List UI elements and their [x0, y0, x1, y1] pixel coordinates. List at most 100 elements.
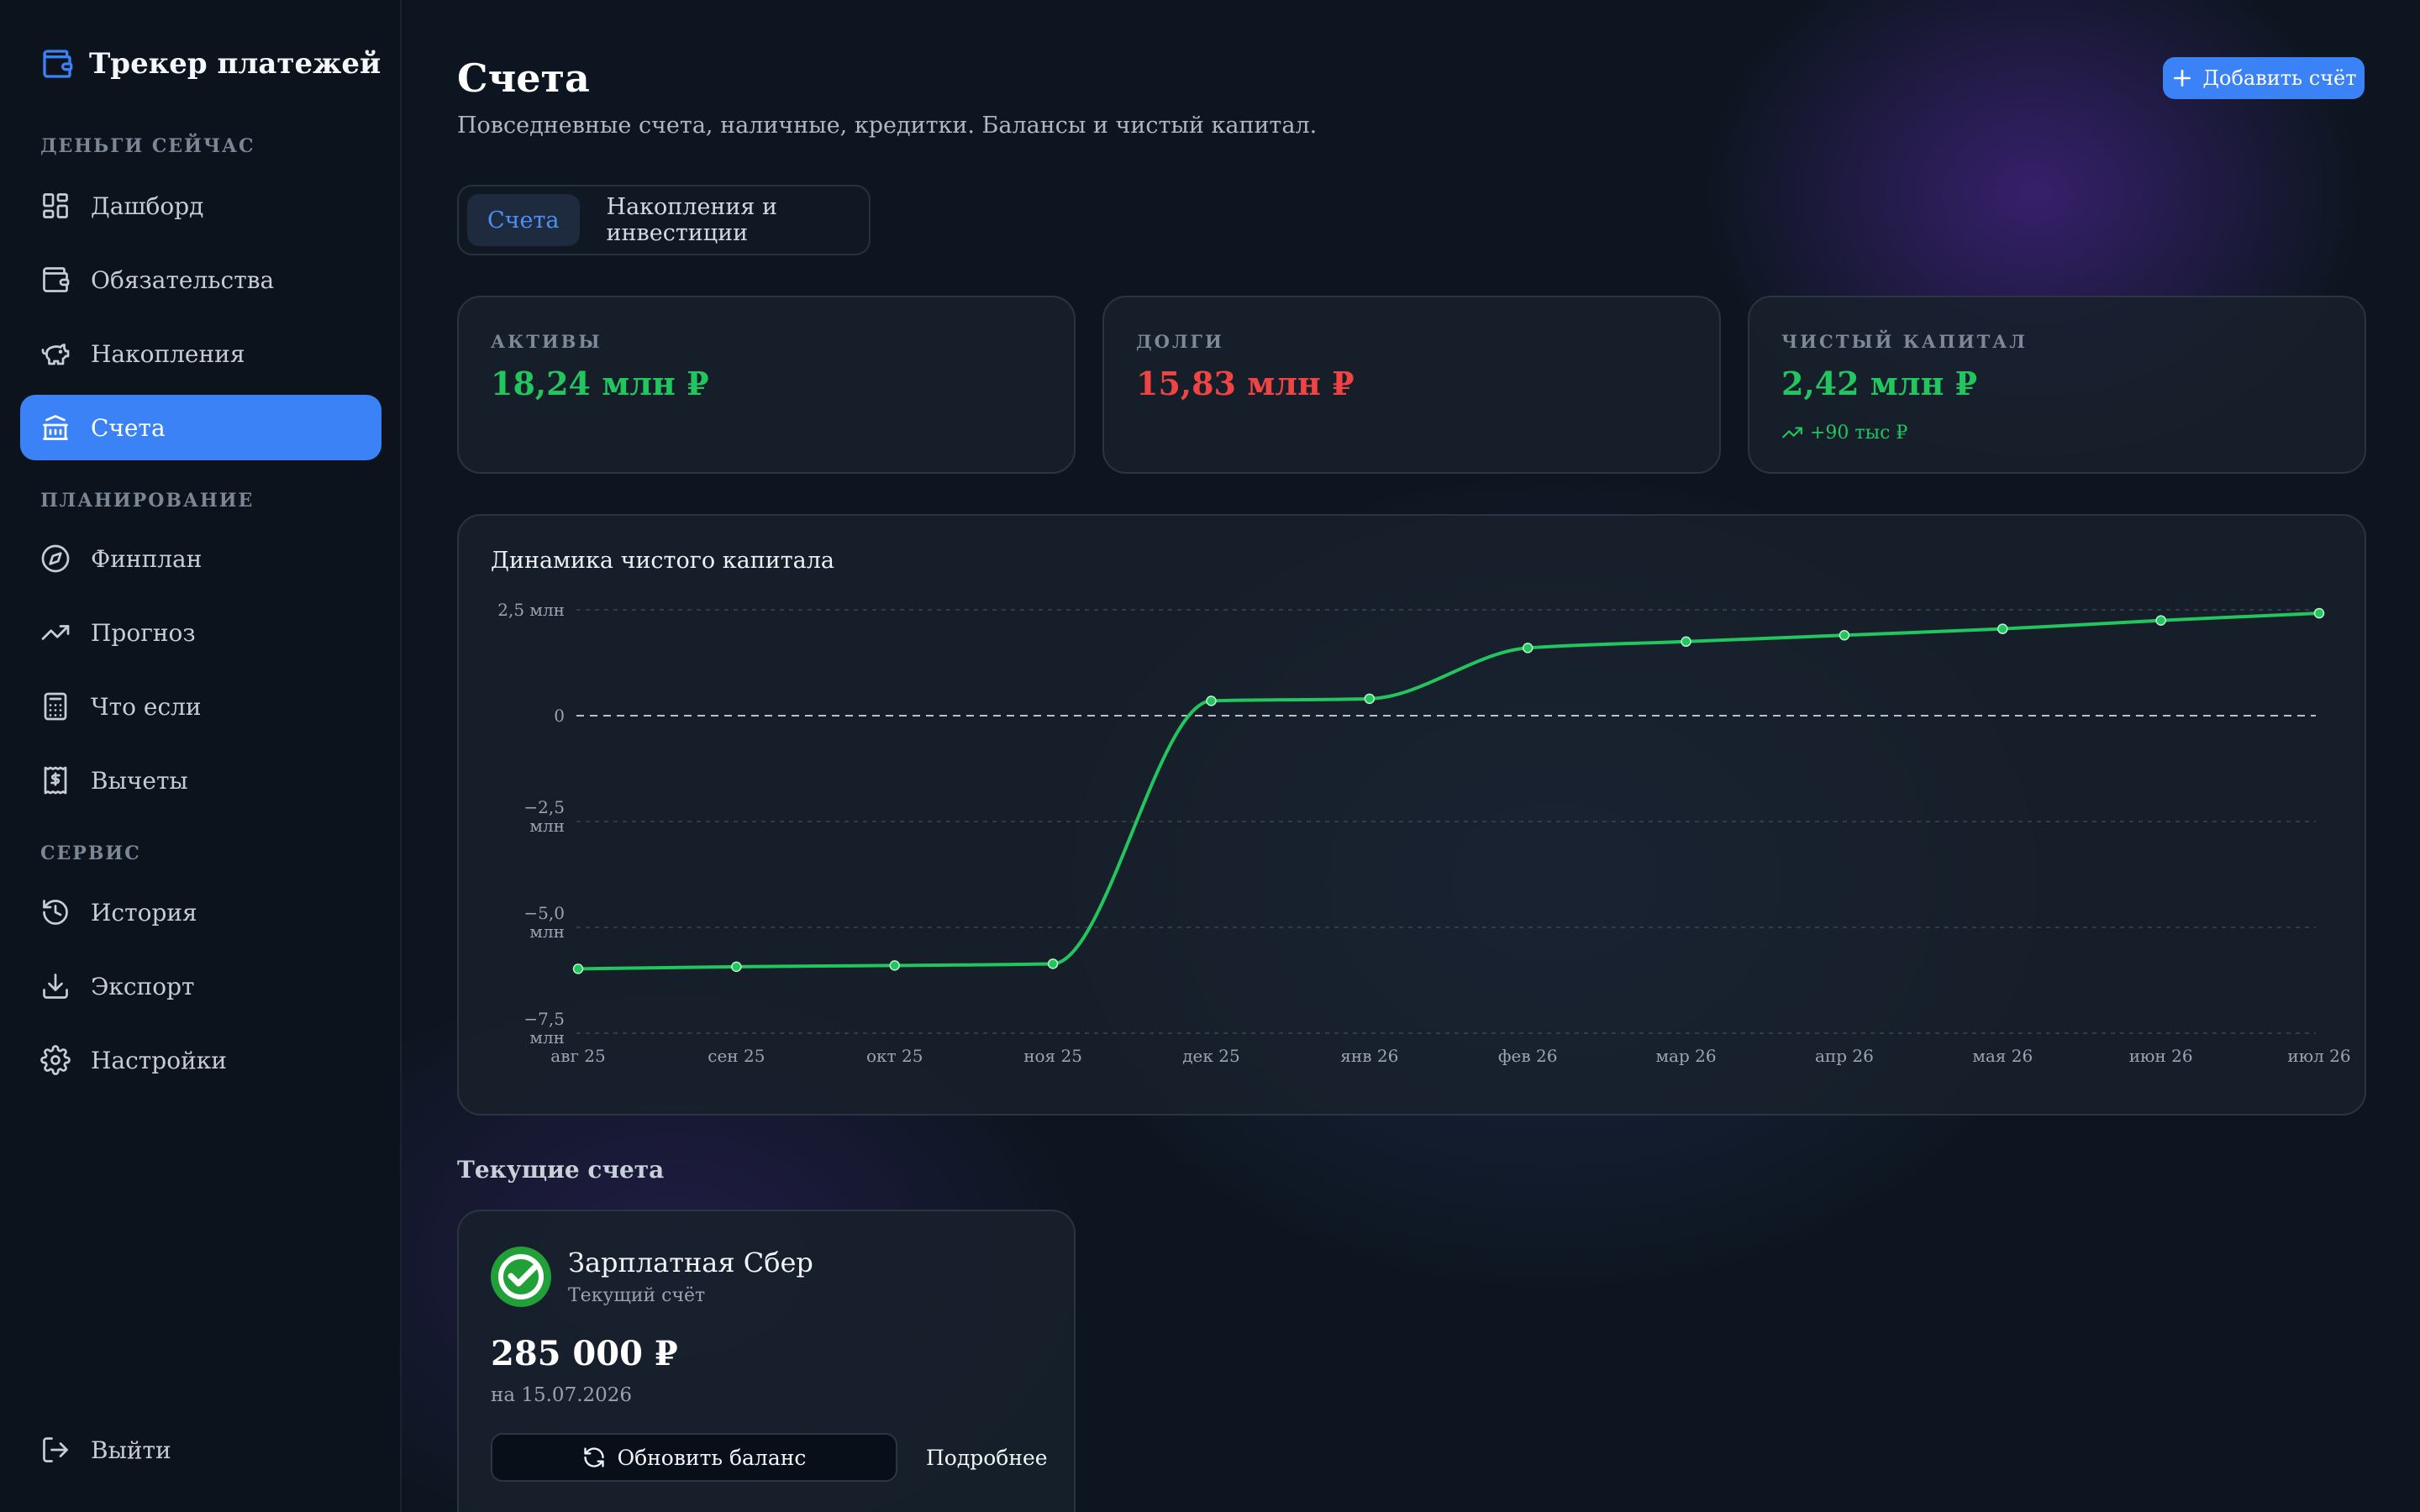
- series-line: [576, 612, 2321, 971]
- sidebar-item-savings[interactable]: Накопления: [20, 321, 381, 386]
- add-account-button[interactable]: Добавить счёт: [2163, 57, 2365, 99]
- plus-icon: [2173, 70, 2191, 87]
- y-tick-label: 2,5 млн: [497, 600, 565, 620]
- add-account-label: Добавить счёт: [2202, 66, 2357, 90]
- stat-label: ДОЛГИ: [1136, 331, 1224, 352]
- sidebar: Трекер платежей ДЕНЬГИ СЕЙЧАС Дашборд Об…: [0, 0, 402, 1512]
- wallet-icon: [43, 267, 70, 292]
- data-point[interactable]: [731, 961, 742, 973]
- y-tick-label: −7,5 млн: [523, 1009, 565, 1047]
- logout-button[interactable]: Выйти: [20, 1417, 381, 1483]
- refresh-icon: [583, 1447, 604, 1467]
- piggy-bank-icon: [41, 344, 70, 365]
- x-tick-label: июл 26: [2287, 1046, 2350, 1066]
- data-point[interactable]: [572, 963, 584, 974]
- x-tick-label: окт 25: [866, 1046, 923, 1066]
- page-subtitle: Повседневные счета, наличные, кредитки. …: [457, 113, 1318, 139]
- data-point[interactable]: [2313, 607, 2325, 619]
- sidebar-item-label: Экспорт: [91, 972, 195, 1000]
- sidebar-item-what-if[interactable]: Что если: [20, 674, 381, 739]
- update-balance-button[interactable]: Обновить баланс: [491, 1433, 897, 1482]
- sidebar-item-label: Накопления: [91, 339, 245, 368]
- x-tick-label: сен 25: [708, 1046, 765, 1066]
- section-label-service: СЕРВИС: [40, 843, 141, 864]
- net-worth-chart-card: 2,5 млн 0 −2,5 млн −5,0 млн −7,5 млн авг 25 сен 2…: [457, 514, 2366, 1116]
- sidebar-item-label: Что если: [91, 692, 202, 721]
- sidebar-item-accounts[interactable]: Счета: [20, 395, 381, 460]
- compass-icon: [41, 544, 70, 573]
- section-label-planning: ПЛАНИРОВАНИЕ: [40, 490, 255, 512]
- dashboard-icon: [43, 193, 68, 218]
- sidebar-item-obligations[interactable]: Обязательства: [20, 247, 381, 312]
- x-tick-label: апр 26: [1815, 1046, 1874, 1066]
- x-tick-label: мая 26: [1972, 1046, 2033, 1066]
- x-tick-label: янв 26: [1340, 1046, 1398, 1066]
- sidebar-item-label: Настройки: [91, 1046, 227, 1074]
- sidebar-item-deductions[interactable]: Вычеты: [20, 748, 381, 813]
- stat-delta: +90 тыс ₽: [1781, 422, 1907, 444]
- account-card[interactable]: Зарплатная Сбер Текущий счёт 285 000 ₽ н…: [457, 1210, 1076, 1512]
- account-name: Зарплатная Сбер: [568, 1247, 813, 1278]
- sidebar-item-settings[interactable]: Настройки: [20, 1027, 381, 1093]
- data-point[interactable]: [1206, 696, 1217, 706]
- bank-icon: [43, 415, 68, 440]
- app-title: Трекер платежей: [89, 47, 381, 81]
- calculator-icon: [44, 692, 67, 721]
- account-balance-date: на 15.07.2026: [491, 1384, 633, 1406]
- x-tick-label: мар 26: [1655, 1046, 1716, 1066]
- data-point[interactable]: [1047, 958, 1059, 969]
- stat-card-net-worth: ЧИСТЫЙ КАПИТАЛ 2,42 млн ₽ +90 тыс ₽: [1748, 296, 2366, 474]
- download-icon: [43, 974, 68, 999]
- y-tick-label: 0: [554, 706, 565, 726]
- gear-icon: [40, 1045, 71, 1075]
- stat-label: АКТИВЫ: [491, 331, 602, 352]
- stat-value-assets: 18,24 млн ₽: [491, 365, 709, 402]
- x-tick-label: дек 25: [1182, 1046, 1239, 1066]
- data-point[interactable]: [889, 960, 900, 971]
- account-details-link[interactable]: Подробнее: [926, 1445, 1048, 1470]
- account-balance: 285 000 ₽: [491, 1334, 678, 1373]
- data-point[interactable]: [1522, 643, 1534, 654]
- x-tick-label: фев 26: [1498, 1046, 1558, 1066]
- sidebar-item-label: История: [91, 898, 197, 927]
- x-tick-label: июн 26: [2129, 1046, 2193, 1066]
- sidebar-item-label: Обязательства: [91, 265, 275, 294]
- data-point[interactable]: [1839, 629, 1850, 641]
- sidebar-item-export[interactable]: Экспорт: [20, 953, 381, 1019]
- data-point[interactable]: [1681, 636, 1691, 648]
- stat-value-debts: 15,83 млн ₽: [1136, 365, 1355, 402]
- sidebar-item-label: Счета: [91, 413, 166, 442]
- receipt-icon: [44, 766, 67, 795]
- trending-up-icon: [41, 625, 70, 640]
- page-title: Счета: [457, 55, 590, 101]
- sidebar-item-forecast[interactable]: Прогноз: [20, 600, 381, 665]
- y-tick-label: −5,0 млн: [523, 903, 565, 942]
- tabs: Счета Накопления и инвестиции: [457, 185, 871, 255]
- trending-up-icon: [1782, 427, 1802, 438]
- sidebar-item-history[interactable]: История: [20, 879, 381, 945]
- stat-label: ЧИСТЫЙ КАПИТАЛ: [1781, 331, 2028, 352]
- history-icon: [43, 900, 68, 925]
- sidebar-item-label: Дашборд: [91, 192, 204, 220]
- y-tick-label: −2,5 млн: [523, 797, 565, 836]
- chart-title: Динамика чистого капитала: [491, 548, 834, 574]
- tab-savings-investments[interactable]: Накопления и инвестиции: [606, 194, 778, 246]
- sidebar-item-dashboard[interactable]: Дашборд: [20, 173, 381, 239]
- sidebar-item-label: Финплан: [91, 544, 203, 573]
- stat-card-assets: АКТИВЫ 18,24 млн ₽: [457, 296, 1076, 474]
- data-point[interactable]: [1364, 693, 1376, 705]
- logout-icon: [43, 1437, 68, 1462]
- data-point[interactable]: [1997, 623, 2008, 634]
- brand[interactable]: Трекер платежей: [40, 44, 381, 84]
- logout-label: Выйти: [91, 1436, 171, 1464]
- x-tick-label: авг 25: [550, 1046, 605, 1066]
- data-point[interactable]: [2155, 615, 2166, 626]
- stat-value-net-worth: 2,42 млн ₽: [1781, 365, 1978, 402]
- x-tick-label: ноя 25: [1023, 1046, 1082, 1066]
- account-type: Текущий счёт: [568, 1285, 706, 1306]
- current-accounts-title: Текущие счета: [457, 1156, 665, 1184]
- tab-accounts[interactable]: Счета: [467, 194, 580, 246]
- sidebar-item-label: Вычеты: [91, 766, 188, 795]
- sidebar-item-finplan[interactable]: Финплан: [20, 526, 381, 591]
